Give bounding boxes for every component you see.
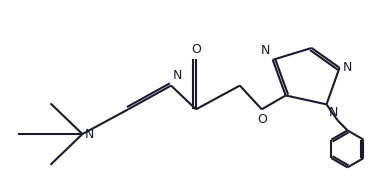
- Text: O: O: [191, 42, 201, 56]
- Text: N: N: [342, 61, 352, 74]
- Text: N: N: [261, 44, 270, 56]
- Text: N: N: [173, 69, 182, 82]
- Text: N: N: [329, 106, 339, 119]
- Text: N: N: [84, 128, 94, 141]
- Text: O: O: [257, 113, 267, 126]
